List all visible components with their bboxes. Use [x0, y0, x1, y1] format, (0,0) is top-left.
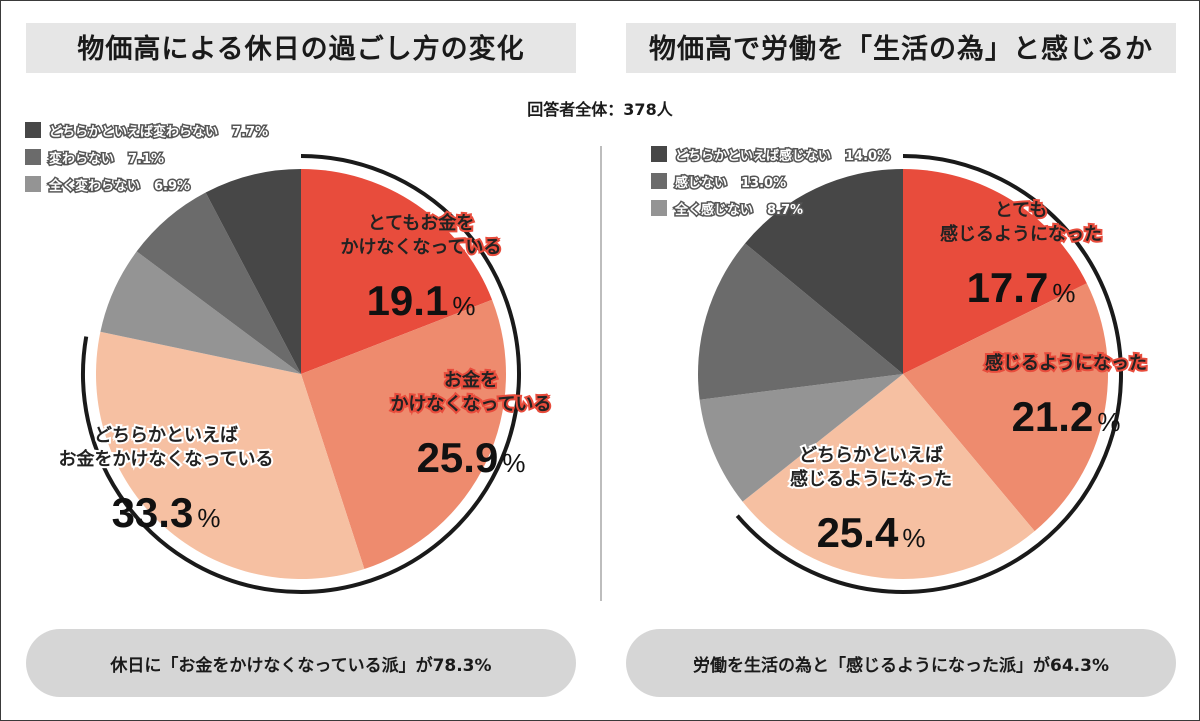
- pie-0-legend-label-1: 変わらない 7.1%: [49, 151, 164, 167]
- pie-0-legend-swatch-0: [25, 122, 41, 138]
- pie-0-slice-2-label-line-0: どちらかといえば: [94, 425, 238, 446]
- pie-1-slice-4: [698, 243, 903, 400]
- pie-0-slice-1: [301, 299, 506, 569]
- pie-0-slice-2: [95, 331, 365, 580]
- pie-0-slice-0-label-line-0: とてもお金を: [368, 212, 475, 234]
- right-summary-pill: 労働を生活の為と「感じるようになった派」が64.3%: [626, 629, 1176, 697]
- pie-1-slice-0: [903, 169, 1087, 374]
- pie-1-legend-swatch-2: [651, 200, 667, 216]
- pie-1-bracket-arc: [735, 154, 1123, 594]
- pie-1-slice-2-label-line-0: どちらかといえば: [799, 445, 943, 466]
- left-summary-pill: 休日に「お金をかけなくなっている派」が78.3%: [26, 629, 576, 697]
- right-chart-title: 物価高で労働を「生活の為」と感じるか: [649, 34, 1153, 65]
- pie-1-slice-0-label-line-1: 感じるようになった: [940, 223, 1102, 245]
- pie-0-slice-2-value: 33.3%: [112, 489, 221, 536]
- pie-1-slice-3: [699, 374, 903, 502]
- right-summary-text: 労働を生活の為と「感じるようになった派」が64.3%: [693, 655, 1109, 676]
- pie-0-bracket-arc: [80, 154, 521, 594]
- pie-0-slice-0: [301, 169, 493, 374]
- pie-1-slice-1: [903, 283, 1108, 532]
- left-chart-title: 物価高による休日の過ごし方の変化: [77, 34, 525, 65]
- pie-1-slice-2: [742, 374, 1035, 579]
- pie-1-legend-swatch-1: [651, 173, 667, 189]
- pie-0-legend-swatch-2: [25, 176, 41, 192]
- respondents-count: 回答者全体：378人: [527, 100, 673, 119]
- pie-0-slice-3: [100, 251, 301, 374]
- pie-1-legend-label-0: どちらかといえば感じない 14.0%: [675, 148, 890, 164]
- pie-0-slice-4: [136, 192, 301, 374]
- pie-1-slice-1-label-line-0: 感じるようになった: [985, 352, 1147, 374]
- pie-0-slice-0-label-line-1: かけなくなっている: [340, 237, 501, 258]
- center-divider: [600, 146, 602, 601]
- pie-0-slice-1-label-line-1: かけなくなっている: [390, 394, 551, 415]
- left-title-bar: 物価高による休日の過ごし方の変化: [26, 23, 576, 73]
- pie-0-slice-5: [205, 169, 301, 374]
- right-title-bar: 物価高で労働を「生活の為」と感じるか: [626, 23, 1176, 73]
- pie-0-legend-label-0: どちらかといえば変わらない 7.7%: [49, 124, 268, 140]
- pie-1-slice-2-label-line-1: 感じるようになった: [790, 468, 952, 490]
- pie-0-legend-label-2: 全く変わらない 6.9%: [48, 178, 190, 194]
- pie-0-legend-swatch-1: [25, 149, 41, 165]
- pie-1-slice-5: [745, 169, 903, 374]
- pie-1-legend-label-2: 全く感じない 8.7%: [674, 202, 803, 218]
- pie-0-slice-2-label-line-1: お金をかけなくなっている: [58, 448, 273, 470]
- left-summary-text: 休日に「お金をかけなくなっている派」が78.3%: [110, 655, 492, 676]
- pie-1-legend-swatch-0: [651, 146, 667, 162]
- pie-0-slice-1-label-line-0: お金を: [444, 369, 498, 391]
- pie-1-slice-0-label-line-0: とても: [995, 200, 1048, 221]
- pie-1-legend-label-1: 感じない 13.0%: [675, 175, 786, 191]
